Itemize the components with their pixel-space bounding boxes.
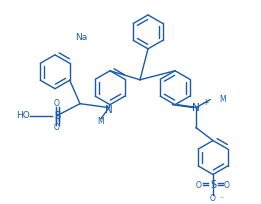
Text: O: O [224,181,230,190]
Text: HO: HO [16,111,30,120]
Text: O: O [210,194,216,203]
Text: Na: Na [75,33,87,42]
Text: +: + [202,98,208,107]
Text: M: M [219,95,226,104]
Text: N: N [192,103,200,113]
Text: S: S [210,180,216,190]
Text: N: N [105,105,113,115]
Text: M: M [98,117,104,126]
Text: O: O [196,181,202,190]
Text: S: S [54,111,60,121]
Text: ⁻: ⁻ [219,194,223,203]
Text: O: O [54,99,60,108]
Text: O: O [54,123,60,132]
